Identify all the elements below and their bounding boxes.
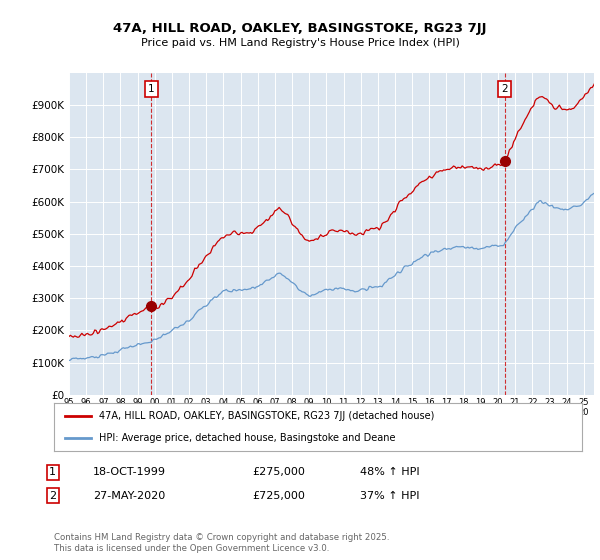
Text: 1: 1 [148, 84, 154, 94]
Text: Price paid vs. HM Land Registry's House Price Index (HPI): Price paid vs. HM Land Registry's House … [140, 38, 460, 48]
Text: Contains HM Land Registry data © Crown copyright and database right 2025.
This d: Contains HM Land Registry data © Crown c… [54, 533, 389, 553]
Text: 2: 2 [502, 84, 508, 94]
Text: 1: 1 [49, 467, 56, 477]
Text: 48% ↑ HPI: 48% ↑ HPI [360, 467, 419, 477]
Text: £275,000: £275,000 [252, 467, 305, 477]
Text: 2: 2 [49, 491, 56, 501]
Text: 47A, HILL ROAD, OAKLEY, BASINGSTOKE, RG23 7JJ: 47A, HILL ROAD, OAKLEY, BASINGSTOKE, RG2… [113, 22, 487, 35]
Text: 18-OCT-1999: 18-OCT-1999 [93, 467, 166, 477]
Text: £725,000: £725,000 [252, 491, 305, 501]
Text: 37% ↑ HPI: 37% ↑ HPI [360, 491, 419, 501]
Text: HPI: Average price, detached house, Basingstoke and Deane: HPI: Average price, detached house, Basi… [99, 433, 395, 443]
Text: 47A, HILL ROAD, OAKLEY, BASINGSTOKE, RG23 7JJ (detached house): 47A, HILL ROAD, OAKLEY, BASINGSTOKE, RG2… [99, 411, 434, 421]
Text: 27-MAY-2020: 27-MAY-2020 [93, 491, 165, 501]
